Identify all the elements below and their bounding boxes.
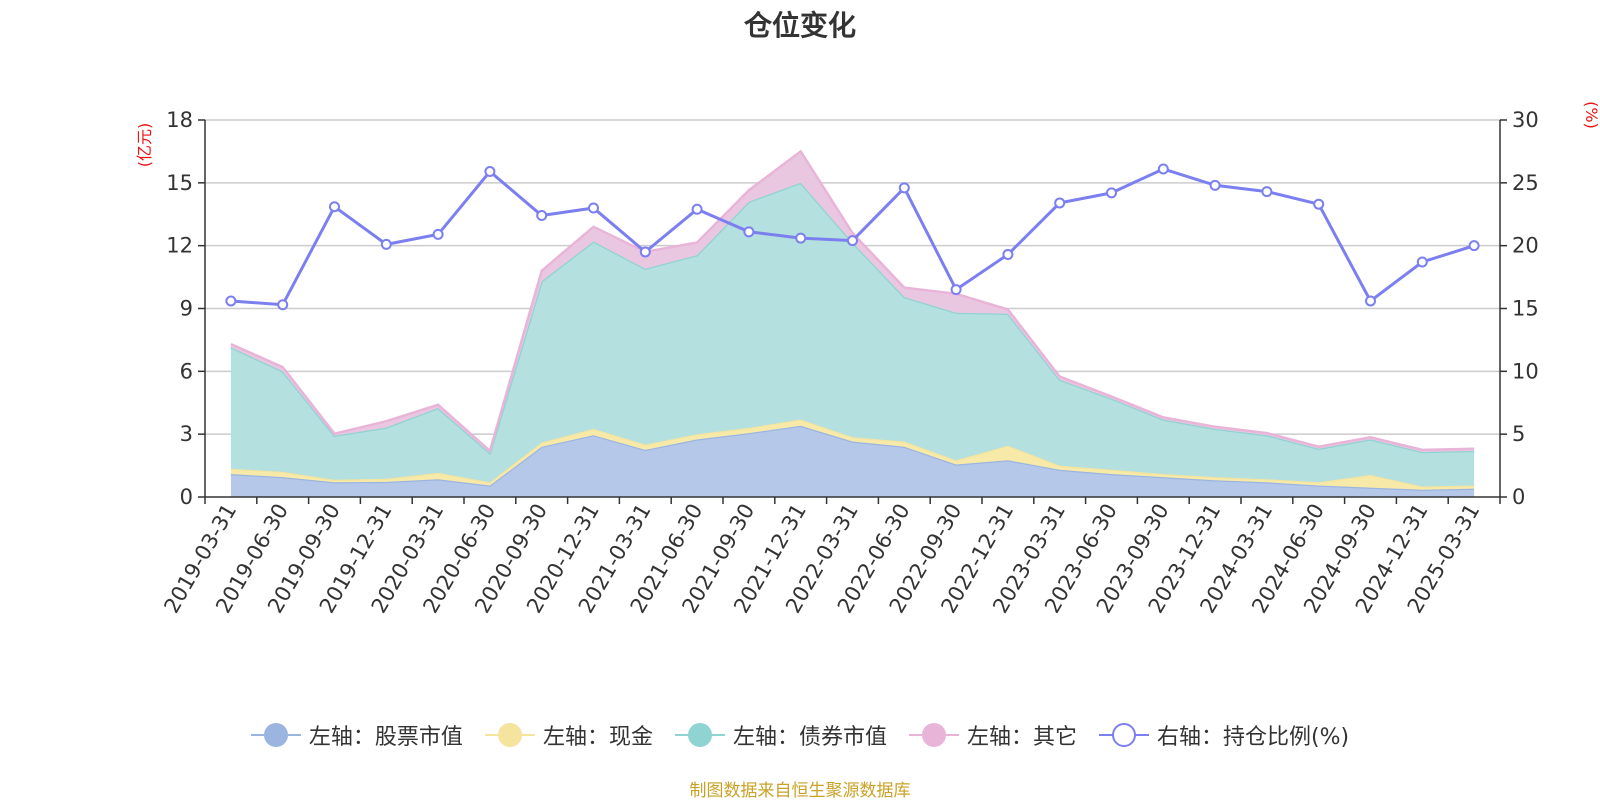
- data-point-holding-ratio: [1209, 179, 1221, 191]
- y-left-tick-label: 6: [180, 359, 193, 383]
- area-line-左轴：其它: [230, 149, 1475, 454]
- data-point-holding-ratio: [225, 295, 237, 307]
- legend-item[interactable]: 右轴：持仓比例(%): [1098, 719, 1350, 751]
- data-point-holding-ratio: [1261, 186, 1273, 198]
- data-point-holding-ratio: [847, 235, 858, 247]
- y-left-tick-label: 9: [180, 297, 193, 321]
- source-note: 制图数据来自恒生聚源数据库: [689, 781, 911, 801]
- data-point-holding-ratio: [639, 246, 651, 258]
- data-point-holding-ratio: [1054, 197, 1066, 209]
- y-left-tick-label: 12: [166, 234, 193, 258]
- data-point-holding-ratio: [691, 203, 703, 215]
- legend-swatch-icon: [674, 721, 725, 749]
- data-point-holding-ratio: [432, 228, 444, 240]
- legend-item[interactable]: 左轴：现金: [484, 719, 653, 751]
- area-左轴：股票市值: [230, 425, 1475, 497]
- y-right-tick-label: 20: [1512, 234, 1539, 258]
- y-right-tick-label: 10: [1512, 359, 1539, 383]
- data-point-holding-ratio: [484, 166, 496, 178]
- legend-swatch-icon: [484, 721, 535, 749]
- legend-item[interactable]: 左轴：债券市值: [674, 719, 887, 751]
- area-左轴：现金: [230, 419, 1475, 490]
- data-point-holding-ratio: [1416, 256, 1428, 268]
- legend-label: 左轴：现金: [542, 725, 653, 750]
- legend-label: 左轴：股票市值: [308, 725, 463, 750]
- data-point-holding-ratio: [1157, 163, 1169, 175]
- legend-swatch-icon: [250, 721, 301, 749]
- chart-title: 仓位变化: [743, 9, 856, 42]
- y-left-unit-label: (亿元): [135, 123, 154, 168]
- data-point-holding-ratio: [1468, 240, 1480, 252]
- legend-item[interactable]: 左轴：股票市值: [250, 719, 463, 751]
- data-point-holding-ratio: [380, 238, 392, 250]
- y-left-tick-label: 0: [180, 485, 193, 509]
- data-point-holding-ratio: [1365, 295, 1376, 307]
- data-point-holding-ratio: [743, 226, 755, 238]
- data-point-holding-ratio: [588, 202, 599, 214]
- legend-label: 右轴：持仓比例(%): [1156, 725, 1350, 750]
- legend-item[interactable]: 左轴：其它: [908, 719, 1077, 751]
- y-right-tick-label: 30: [1512, 108, 1539, 132]
- y-right-unit-label: (%): [1582, 101, 1600, 129]
- data-point-holding-ratio: [898, 182, 910, 194]
- data-point-holding-ratio: [1002, 248, 1014, 260]
- data-point-holding-ratio: [277, 299, 289, 311]
- data-point-holding-ratio: [1106, 187, 1117, 199]
- y-left-tick-label: 3: [180, 422, 193, 446]
- legend-swatch-icon: [1098, 721, 1149, 749]
- area-左轴：债券市值: [230, 182, 1475, 487]
- y-right-tick-label: 25: [1512, 171, 1539, 195]
- legend-label: 左轴：债券市值: [732, 725, 887, 750]
- data-point-holding-ratio: [795, 232, 807, 244]
- data-point-holding-ratio: [1313, 198, 1325, 210]
- chart-legend: 左轴：股票市值 左轴：现金 左轴：债券市值 左轴：其它 右轴：持仓比例(%): [0, 720, 1600, 750]
- y-left-tick-label: 15: [166, 171, 193, 195]
- y-right-tick-label: 5: [1512, 422, 1525, 446]
- data-point-holding-ratio: [950, 284, 962, 296]
- data-point-holding-ratio: [536, 210, 548, 222]
- y-right-tick-label: 15: [1512, 297, 1539, 321]
- legend-label: 左轴：其它: [966, 725, 1077, 750]
- y-right-tick-label: 0: [1512, 485, 1525, 509]
- legend-swatch-icon: [908, 721, 959, 749]
- y-left-tick-label: 18: [166, 108, 193, 132]
- data-point-holding-ratio: [329, 201, 340, 213]
